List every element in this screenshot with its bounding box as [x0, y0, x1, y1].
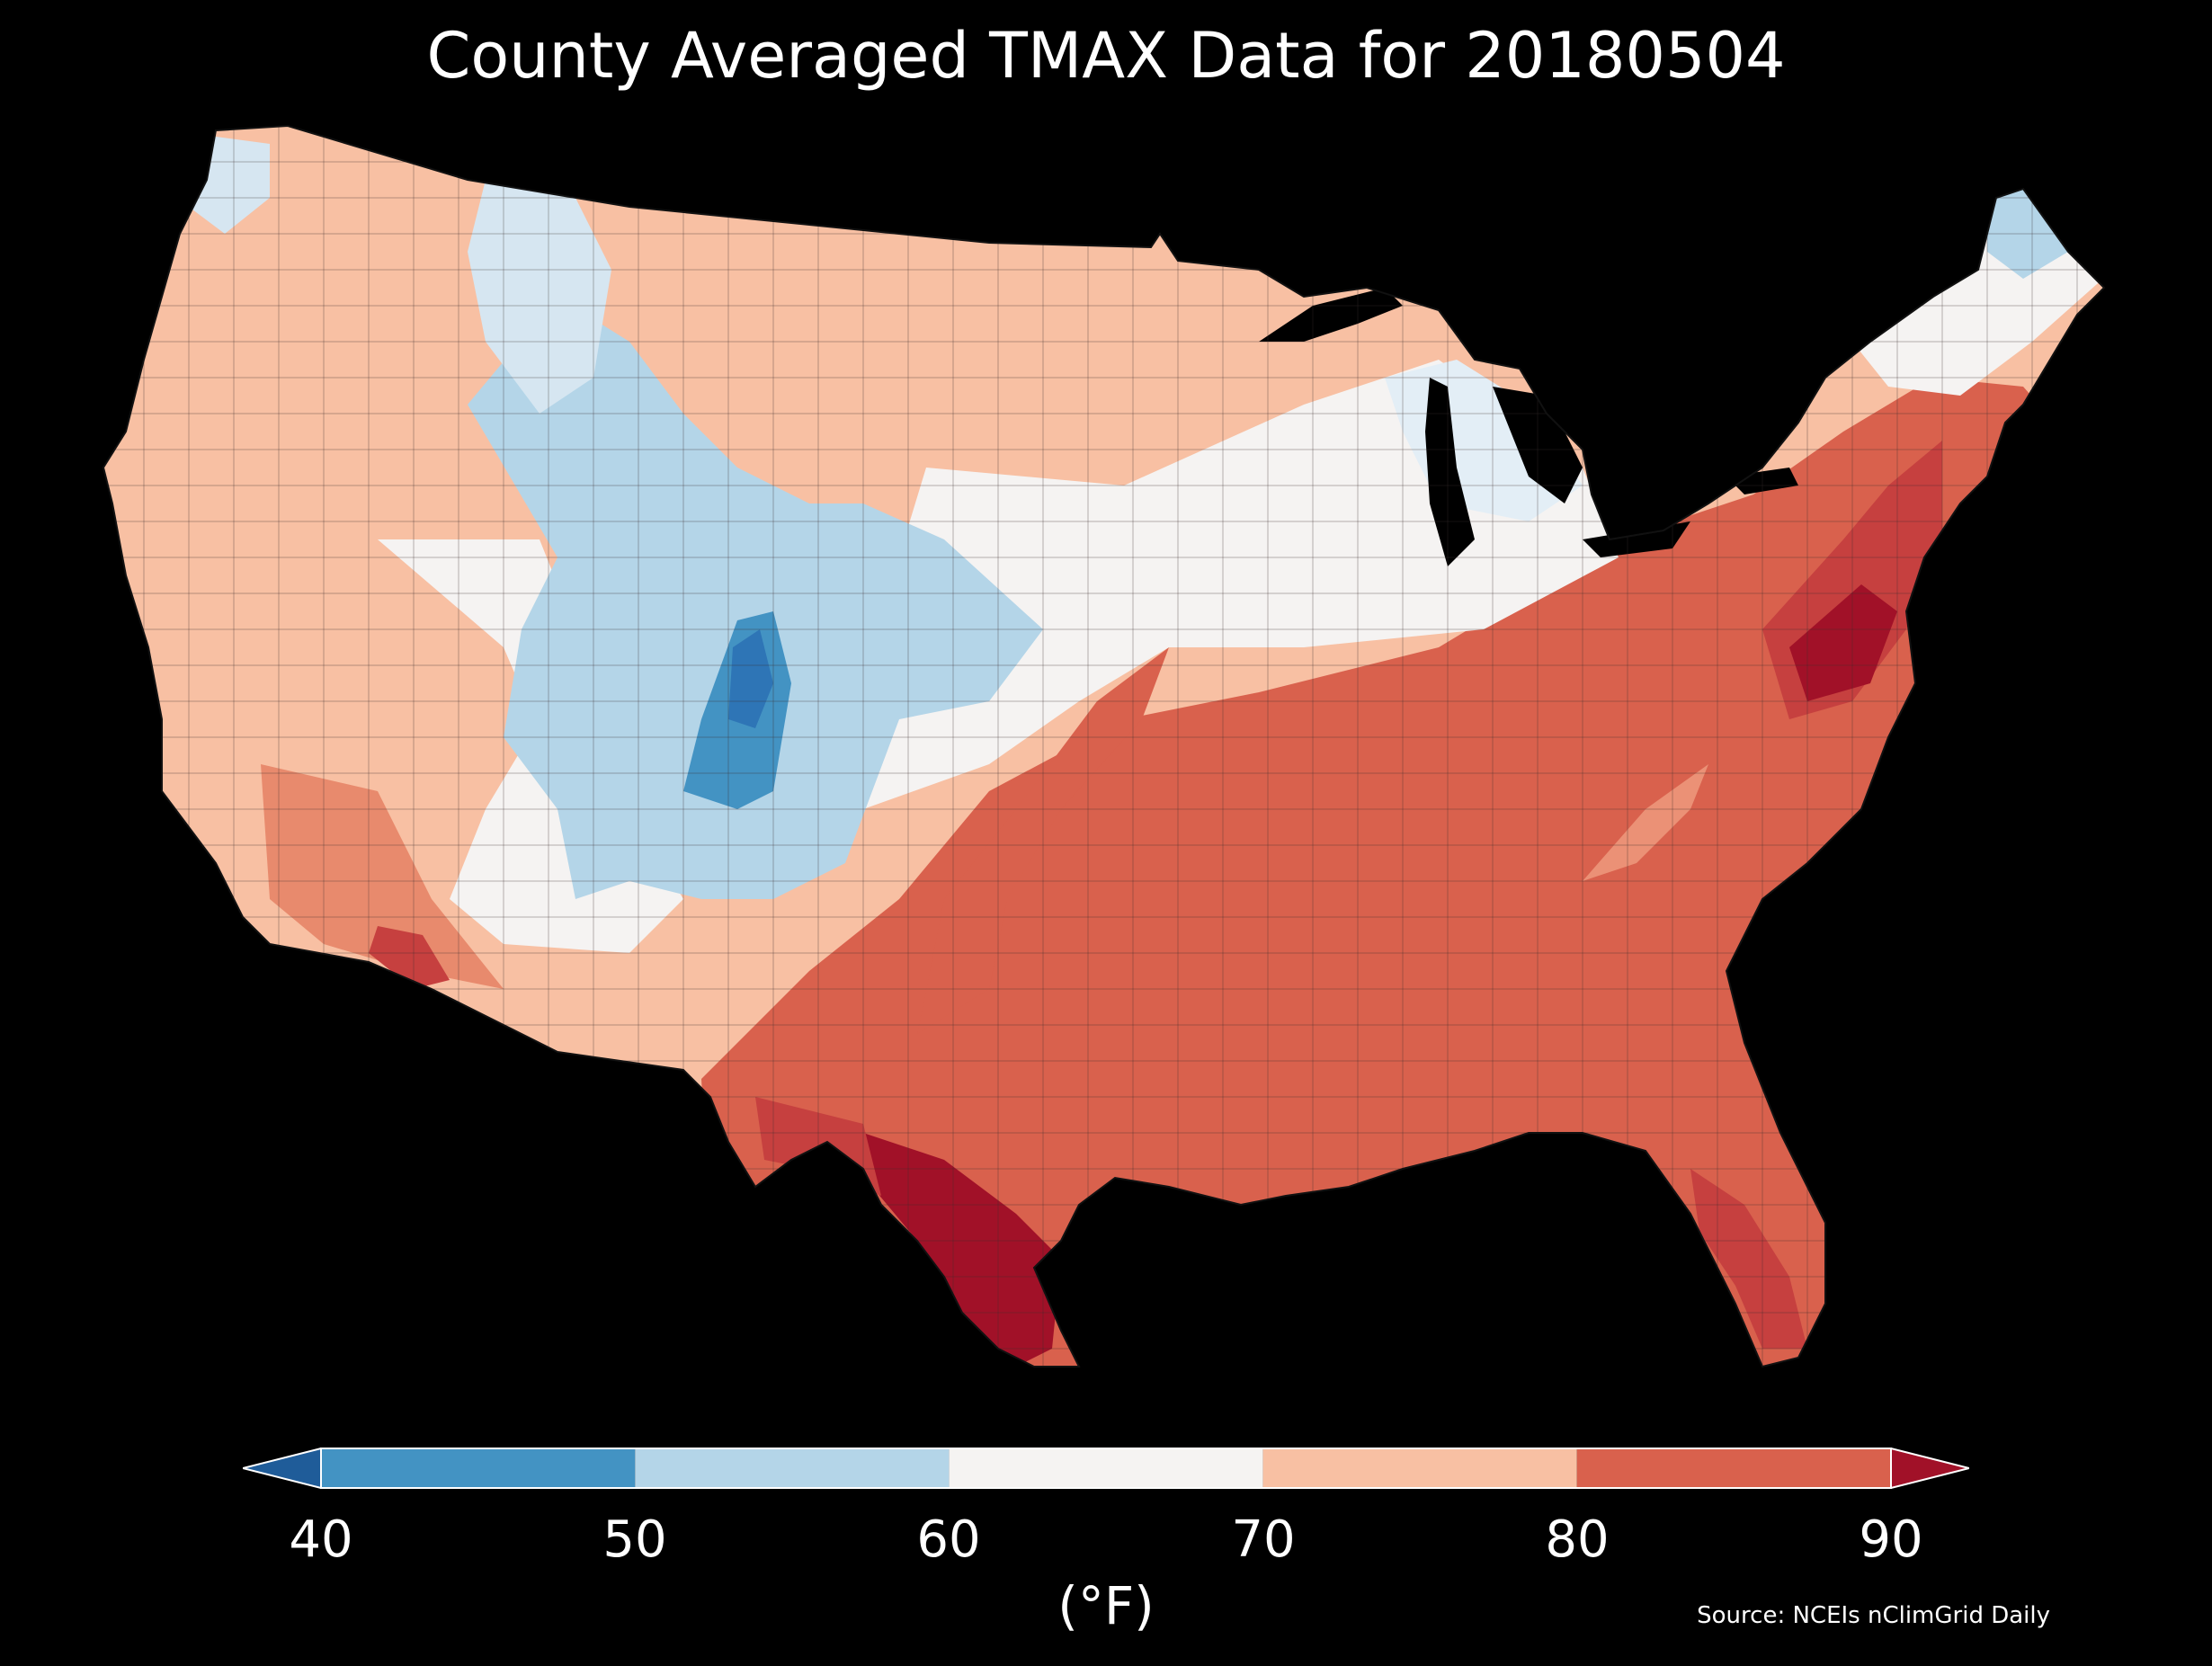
region-midwest-60-70	[809, 360, 1619, 809]
lake-huron	[1493, 387, 1583, 503]
colorbar-tick-90: 90	[1859, 1510, 1923, 1569]
colorbar	[243, 1448, 1969, 1489]
region-lower-colorado-over-90	[369, 926, 450, 989]
us-county-map	[102, 124, 2106, 1368]
colorbar-bin-50-60	[635, 1448, 950, 1488]
colorbar-bin-40-50	[321, 1448, 636, 1488]
region-arizona-80-90	[261, 764, 504, 989]
map-title: County Averaged TMAX Data for 20180504	[426, 19, 1786, 93]
county-fill-layer	[103, 126, 2104, 1367]
colorbar-tick-70: 70	[1231, 1510, 1296, 1569]
colorbar-bin-60-70	[949, 1448, 1263, 1488]
lake-michigan	[1425, 378, 1475, 566]
colorbar-tick-60: 60	[916, 1510, 981, 1569]
region-virginia-over-90	[1789, 584, 1897, 701]
region-northern-rockies-50-60	[468, 180, 611, 414]
colorbar-tick-40: 40	[289, 1510, 353, 1569]
region-northern-maine-50-60	[1987, 189, 2068, 279]
region-plains-80-90	[917, 647, 1169, 1034]
lake-superior	[1259, 288, 1403, 342]
region-appalachian-70-80	[1583, 764, 1708, 881]
colorbar-bins	[321, 1448, 1891, 1488]
colorbar-bin-80-90	[1576, 1448, 1891, 1488]
colorbar-under-extension	[243, 1448, 322, 1489]
region-new-england-60-70	[1852, 198, 2104, 396]
us-outline	[102, 124, 2106, 1368]
colorbar-over-extension	[1890, 1448, 1969, 1489]
colorbar-unit-label: (°F)	[1057, 1575, 1155, 1636]
region-florida-80-90	[1690, 1169, 1807, 1349]
colorbar-tick-80: 80	[1545, 1510, 1610, 1569]
lake-ontario	[1726, 468, 1798, 494]
colorbar-bin-70-80	[1262, 1448, 1577, 1488]
colorbar-frame	[320, 1448, 1892, 1489]
region-rockies-50-60	[468, 297, 1043, 899]
region-colorado-core-40-50	[728, 629, 773, 728]
colorbar-tick-50: 50	[602, 1510, 667, 1569]
region-south-texas-over-90	[863, 1133, 1061, 1367]
source-credit: Source: NCEIs nClimGrid Daily	[1697, 1602, 2050, 1629]
